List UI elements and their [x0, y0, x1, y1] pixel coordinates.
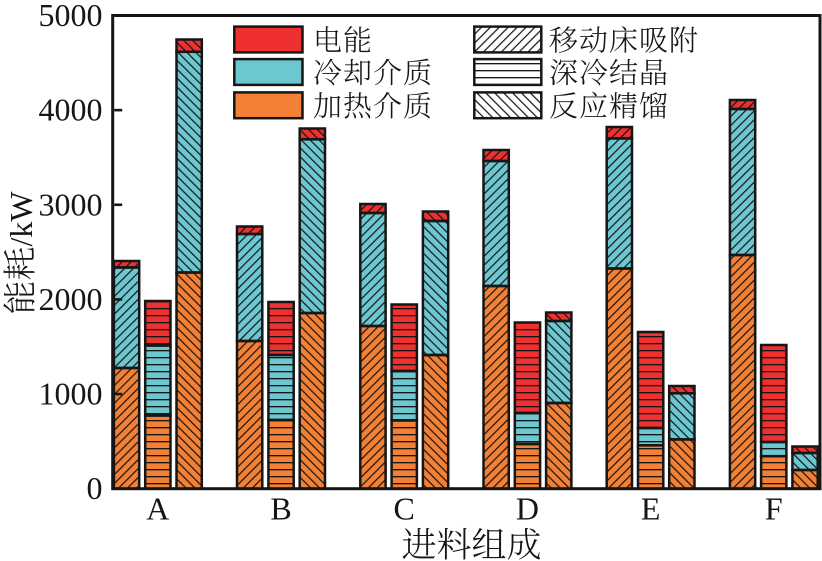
svg-text:D: D	[516, 491, 539, 527]
svg-text:E: E	[641, 491, 661, 527]
svg-text:/kW: /kW	[3, 191, 39, 247]
svg-text:3000: 3000	[39, 186, 103, 222]
svg-text:2000: 2000	[39, 281, 103, 317]
svg-text:0: 0	[87, 470, 103, 506]
svg-text:B: B	[270, 491, 291, 527]
svg-text:F: F	[765, 491, 783, 527]
svg-text:A: A	[146, 491, 169, 527]
svg-text:C: C	[394, 491, 415, 527]
svg-text:1000: 1000	[39, 376, 103, 412]
svg-text:5000: 5000	[39, 0, 103, 33]
svg-text:4000: 4000	[39, 92, 103, 128]
